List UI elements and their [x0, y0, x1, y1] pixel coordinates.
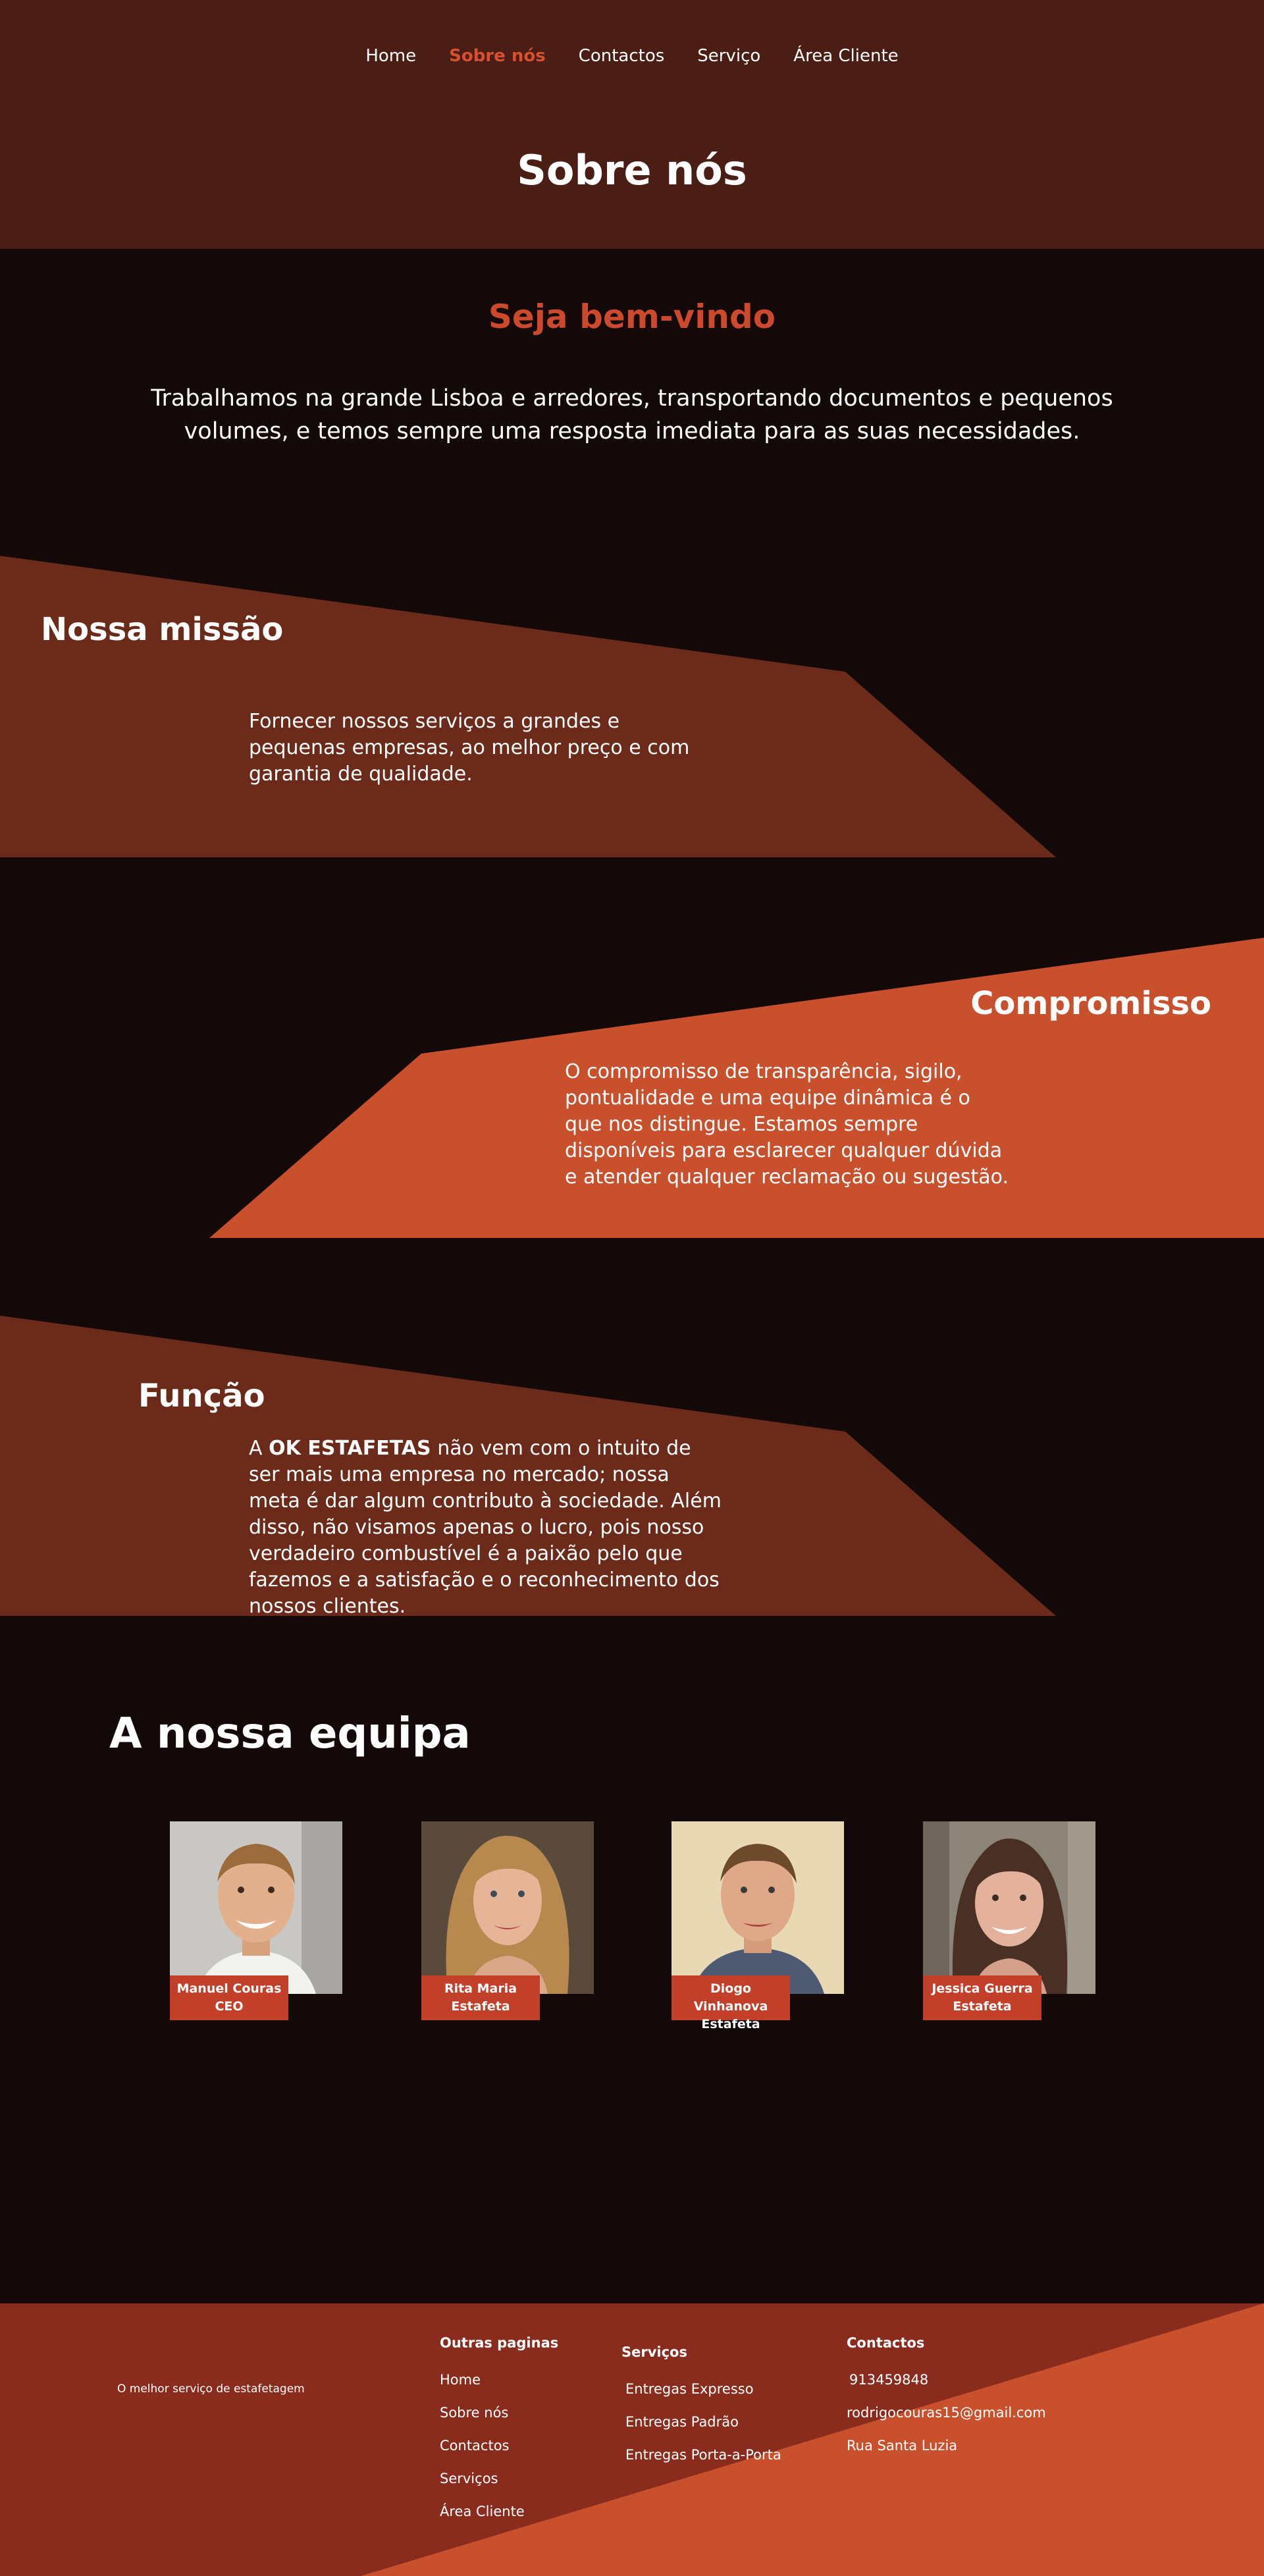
footer-link-standard[interactable]: Entregas Padrão	[625, 2414, 739, 2430]
commitment-title: Compromisso	[970, 985, 1211, 1022]
mission-section: Nossa missão Fornecer nossos serviços a …	[0, 556, 1264, 859]
function-text-rest: não vem com o intuito de ser mais uma em…	[249, 1437, 722, 1618]
hero-header: Home Sobre nós Contactos Serviço Área Cl…	[0, 0, 1264, 249]
member-name: Rita Maria	[444, 1981, 517, 1996]
footer-link-contacts[interactable]: Contactos	[440, 2438, 510, 2454]
member-name: Diogo Vinhanova	[693, 1981, 768, 2014]
function-text: A OK ESTAFETAS não vem com o intuito de …	[249, 1436, 723, 1620]
commitment-section: Compromisso O compromisso de transparênc…	[0, 938, 1264, 1238]
nav-contacts[interactable]: Contactos	[578, 46, 665, 66]
team-title: A nossa equipa	[109, 1709, 471, 1758]
mission-shape	[0, 556, 1056, 857]
member-role: Estafeta	[701, 2017, 760, 2031]
mission-text: Fornecer nossos serviços a grandes e peq…	[249, 710, 690, 786]
welcome-title: Seja bem-vindo	[488, 298, 776, 336]
member-role: CEO	[215, 1999, 244, 2014]
member-photo	[170, 1821, 342, 1994]
page-title: Sobre nós	[517, 146, 747, 194]
welcome-text: Trabalhamos na grande Lisboa e arredores…	[151, 385, 1113, 444]
footer-contacts-column: Contactos 913459848 rodrigocouras15@gmai…	[847, 2335, 1046, 2471]
footer-services-title: Serviços	[621, 2344, 687, 2360]
footer-address: Rua Santa Luzia	[847, 2438, 958, 2454]
team-member-card: Rita Maria Estafeta	[421, 1821, 594, 2020]
footer-pages-title: Outras paginas	[440, 2335, 559, 2351]
commitment-text: O compromisso de transparência, sigilo, …	[565, 1060, 1009, 1189]
mission-title: Nossa missão	[41, 611, 284, 648]
footer-link-door-to-door[interactable]: Entregas Porta-a-Porta	[625, 2447, 781, 2463]
footer-link-express[interactable]: Entregas Expresso	[625, 2381, 754, 2397]
nav-home[interactable]: Home	[365, 46, 417, 66]
member-caption: Manuel Couras CEO	[170, 1975, 288, 2020]
member-caption: Jessica Guerra Estafeta	[923, 1975, 1041, 2020]
member-photo	[672, 1821, 844, 1994]
footer-link-services[interactable]: Serviços	[440, 2471, 498, 2486]
team-member-card: Manuel Couras CEO	[170, 1821, 342, 2020]
main-nav: Home Sobre nós Contactos Serviço Área Cl…	[0, 46, 1264, 66]
member-role: Estafeta	[451, 1999, 510, 2014]
function-section: Função A OK ESTAFETAS não vem com o intu…	[0, 1316, 1264, 1620]
footer-link-home[interactable]: Home	[440, 2372, 481, 2388]
footer-contacts-title: Contactos	[847, 2335, 925, 2351]
member-caption: Rita Maria Estafeta	[421, 1975, 540, 2020]
nav-about[interactable]: Sobre nós	[449, 46, 546, 66]
commitment-shape	[209, 938, 1264, 1238]
footer-link-client-area[interactable]: Área Cliente	[440, 2504, 525, 2519]
footer-shape	[361, 2303, 1264, 2576]
footer-tagline: O melhor serviço de estafetagem	[117, 2382, 305, 2396]
member-photo	[421, 1821, 594, 1994]
function-title: Função	[138, 1378, 265, 1414]
team-member-card: Diogo Vinhanova Estafeta	[672, 1821, 844, 2031]
member-name: Jessica Guerra	[932, 1981, 1033, 1996]
nav-service[interactable]: Serviço	[697, 46, 761, 66]
footer-pages-column: Outras paginas Home Sobre nós Contactos …	[440, 2335, 558, 2536]
footer-services-column: Serviços Entregas Expresso Entregas Padr…	[621, 2344, 781, 2480]
function-text-prefix: A	[249, 1437, 269, 1460]
footer-link-about[interactable]: Sobre nós	[440, 2405, 509, 2421]
member-caption: Diogo Vinhanova Estafeta	[672, 1975, 790, 2031]
footer-phone: 913459848	[849, 2372, 929, 2388]
company-name: OK ESTAFETAS	[269, 1437, 431, 1460]
member-name: Manuel Couras	[176, 1981, 282, 1996]
member-role: Estafeta	[953, 1999, 1012, 2014]
member-photo	[923, 1821, 1095, 1994]
footer: O melhor serviço de estafetagem Outras p…	[0, 2303, 1264, 2576]
footer-email[interactable]: rodrigocouras15@gmail.com	[847, 2405, 1046, 2421]
function-shape	[0, 1316, 1056, 1616]
team-member-card: Jessica Guerra Estafeta	[923, 1821, 1095, 2020]
nav-client-area[interactable]: Área Cliente	[793, 46, 899, 66]
